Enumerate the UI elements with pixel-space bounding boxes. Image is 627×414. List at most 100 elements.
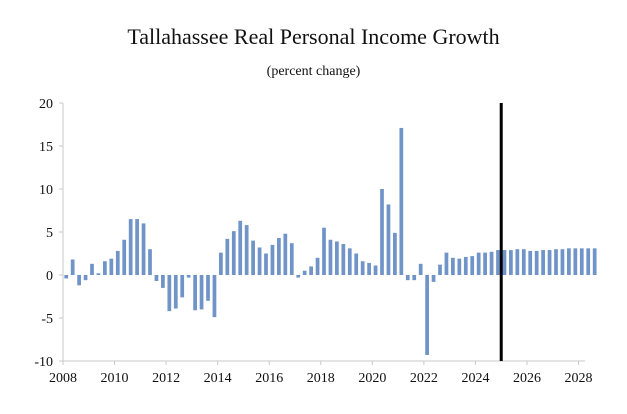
y-tick-label: -10 — [34, 355, 53, 370]
x-tick-label: 2008 — [49, 371, 77, 386]
bar — [393, 232, 397, 275]
bar — [212, 275, 217, 318]
bar — [148, 249, 152, 275]
bar — [347, 248, 352, 275]
bar — [322, 227, 326, 275]
bar — [161, 275, 165, 288]
bar — [264, 253, 268, 275]
bar — [180, 275, 185, 298]
x-tick-label: 2010 — [101, 371, 129, 386]
bar — [483, 252, 487, 275]
bar — [122, 239, 127, 275]
bar — [96, 273, 101, 275]
bar — [360, 261, 365, 275]
x-tick-label: 2024 — [461, 371, 489, 386]
bar — [70, 259, 75, 275]
bar — [186, 275, 191, 278]
bar — [405, 275, 410, 281]
y-axis: -10 -5 0 5 10 15 20 — [34, 97, 64, 370]
bar — [238, 220, 243, 275]
bar — [425, 275, 429, 355]
x-tick-label: 2026 — [513, 371, 541, 386]
y-tick-label: -5 — [41, 312, 53, 327]
bar — [289, 243, 294, 275]
bar — [586, 248, 591, 275]
x-tick-label: 2012 — [152, 371, 180, 386]
bar — [463, 256, 468, 275]
bar — [296, 275, 301, 278]
bar — [515, 249, 520, 275]
bar — [128, 219, 133, 275]
bar — [199, 275, 204, 310]
bar — [167, 275, 172, 312]
x-axis: 2008 2010 2012 2014 2016 2018 2020 2022 2024 2026… — [49, 360, 593, 386]
bar — [251, 240, 255, 275]
bar — [225, 238, 230, 275]
bar — [567, 248, 571, 275]
bar — [354, 253, 359, 275]
bar — [554, 249, 558, 275]
bar — [418, 263, 423, 275]
bar — [547, 250, 552, 275]
y-tick-label: 0 — [46, 269, 53, 284]
y-tick-label: 15 — [39, 140, 53, 155]
bar — [560, 249, 565, 275]
bar — [193, 275, 197, 311]
y-tick-label: 5 — [46, 226, 53, 241]
bar — [244, 225, 249, 275]
bar — [206, 275, 210, 301]
x-tick-label: 2018 — [307, 371, 335, 386]
bar — [496, 250, 500, 275]
bar — [367, 262, 371, 275]
bar — [399, 127, 404, 275]
bar — [302, 270, 307, 275]
bar — [141, 223, 146, 275]
bar — [77, 275, 81, 286]
bar — [154, 275, 159, 282]
bar — [335, 241, 339, 275]
bar — [573, 248, 578, 275]
bar — [341, 244, 346, 275]
bar — [438, 264, 442, 275]
bar — [103, 261, 107, 275]
bar — [457, 258, 462, 275]
bar — [270, 244, 275, 275]
chart-title: Tallahassee Real Personal Income Growth — [127, 24, 500, 49]
y-tick-label: 10 — [39, 183, 53, 198]
bar — [528, 250, 533, 275]
bar-series — [64, 127, 597, 355]
bar — [451, 257, 455, 275]
bar — [470, 256, 475, 275]
bar — [219, 252, 223, 275]
bar — [115, 250, 120, 275]
bar — [309, 266, 313, 275]
bar — [315, 257, 320, 275]
bar — [83, 275, 88, 281]
x-tick-label: 2016 — [255, 371, 283, 386]
bar — [231, 231, 236, 275]
x-tick-label: 2014 — [204, 371, 232, 386]
bar — [283, 233, 288, 275]
bar — [257, 247, 262, 275]
bar — [444, 252, 449, 275]
chart-subtitle: (percent change) — [266, 64, 361, 79]
bar — [135, 219, 139, 275]
bar — [380, 189, 384, 275]
bar — [502, 250, 507, 275]
bar — [534, 250, 539, 275]
bar — [541, 250, 545, 275]
bar — [489, 251, 494, 275]
x-tick-label: 2020 — [358, 371, 386, 386]
bar — [328, 239, 333, 275]
bar — [277, 238, 281, 275]
x-tick-label: 2028 — [565, 371, 593, 386]
bar — [90, 263, 94, 275]
bar — [173, 275, 178, 309]
bar — [373, 265, 378, 275]
x-tick-label: 2022 — [410, 371, 438, 386]
bar — [579, 248, 584, 275]
bar — [412, 275, 417, 281]
bar — [64, 275, 69, 279]
bar — [521, 249, 526, 275]
